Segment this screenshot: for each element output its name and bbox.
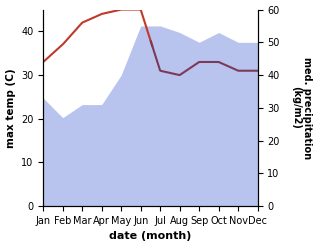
X-axis label: date (month): date (month) <box>109 231 192 242</box>
Y-axis label: med. precipitation
(kg/m2): med. precipitation (kg/m2) <box>291 57 313 159</box>
Y-axis label: max temp (C): max temp (C) <box>5 68 16 148</box>
